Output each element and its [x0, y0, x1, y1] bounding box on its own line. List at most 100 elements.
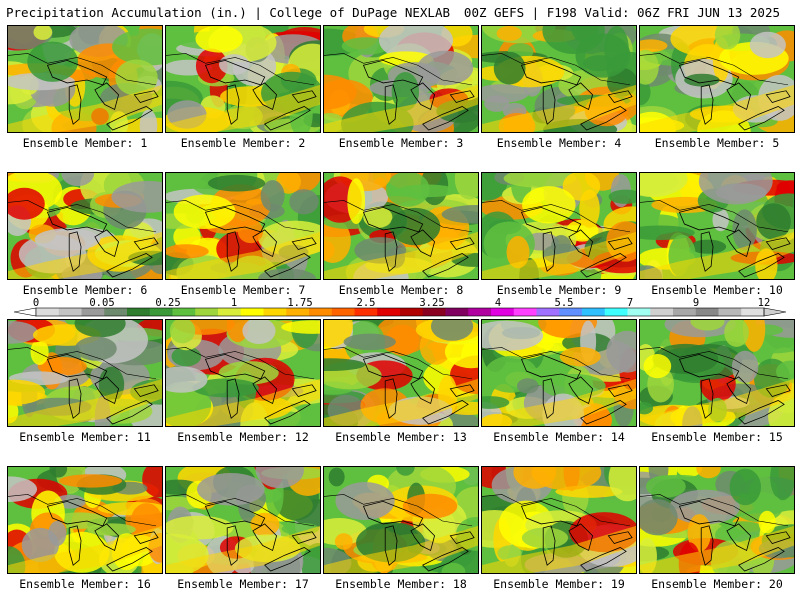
ensemble-member-label: Ensemble Member: 6	[22, 283, 148, 297]
colorbar-swatch	[559, 308, 583, 316]
colorbar-swatch	[36, 308, 60, 316]
precip-map	[481, 172, 637, 280]
precip-map	[165, 25, 321, 133]
model-run-info: 00Z GEFS | F198 Valid: 06Z FRI JUN 13 20…	[463, 5, 780, 20]
colorbar-tick-label: 1.75	[287, 297, 313, 309]
ensemble-member-panel	[639, 319, 795, 427]
ensemble-member-panel	[165, 319, 321, 427]
colorbar-swatch	[309, 308, 333, 316]
colorbar-swatch	[445, 308, 469, 316]
ensemble-member-panel	[7, 466, 163, 574]
ensemble-member-panel	[639, 172, 795, 280]
ensemble-member-label: Ensemble Member: 17	[177, 577, 309, 591]
ensemble-member-panel	[7, 172, 163, 280]
ensemble-member-label: Ensemble Member: 18	[335, 577, 467, 591]
ensemble-member-label: Ensemble Member: 16	[19, 577, 151, 591]
colorbar-tick-label: 3.25	[419, 297, 445, 309]
ensemble-member-panel	[323, 466, 479, 574]
precip-map	[165, 319, 321, 427]
precip-map	[7, 466, 163, 574]
ensemble-member-label: Ensemble Member: 15	[651, 430, 783, 444]
colorbar-swatch	[127, 308, 151, 316]
colorbar-tick-label: 1	[230, 297, 238, 309]
ensemble-member-label: Ensemble Member: 11	[19, 430, 151, 444]
colorbar-swatch	[673, 308, 697, 316]
precip-map	[323, 319, 479, 427]
ensemble-member-label: Ensemble Member: 2	[180, 136, 306, 150]
precip-map	[165, 172, 321, 280]
colorbar-swatch	[422, 308, 446, 316]
ensemble-member-panel	[165, 466, 321, 574]
precip-colorbar	[13, 307, 787, 317]
colorbar-swatch	[491, 308, 515, 316]
ensemble-member-panel	[481, 466, 637, 574]
colorbar-tick-label: 4	[494, 297, 502, 309]
ensemble-member-panel	[481, 319, 637, 427]
colorbar-swatch	[354, 308, 378, 316]
colorbar-tick-label: 0.25	[155, 297, 181, 309]
precip-map	[323, 172, 479, 280]
colorbar-swatch	[695, 308, 719, 316]
precip-map	[7, 25, 163, 133]
precip-map	[7, 172, 163, 280]
ensemble-member-label: Ensemble Member: 20	[651, 577, 783, 591]
ensemble-member-label: Ensemble Member: 8	[338, 283, 464, 297]
colorbar-swatch	[286, 308, 310, 316]
colorbar-tick-label: 0	[32, 297, 40, 309]
colorbar-swatch	[513, 308, 537, 316]
precip-map	[639, 172, 795, 280]
ensemble-member-panel	[323, 319, 479, 427]
ensemble-member-panel	[7, 319, 163, 427]
colorbar-tick-label: 2.5	[356, 297, 376, 309]
map-title: Precipitation Accumulation (in.) | Colle…	[6, 5, 451, 20]
colorbar-swatch	[195, 308, 219, 316]
ensemble-member-label: Ensemble Member: 1	[22, 136, 148, 150]
colorbar-swatch	[400, 308, 424, 316]
colorbar-swatch	[58, 308, 82, 316]
ensemble-member-label: Ensemble Member: 12	[177, 430, 309, 444]
ensemble-member-panel	[7, 25, 163, 133]
precip-map	[639, 319, 795, 427]
ensemble-member-label: Ensemble Member: 3	[338, 136, 464, 150]
ensemble-member-label: Ensemble Member: 10	[651, 283, 783, 297]
colorbar-swatch	[718, 308, 742, 316]
ensemble-member-panel	[165, 25, 321, 133]
ensemble-member-label: Ensemble Member: 14	[493, 430, 625, 444]
colorbar-swatch	[377, 308, 401, 316]
ensemble-member-panel	[323, 25, 479, 133]
precip-map	[165, 466, 321, 574]
colorbar-swatch	[263, 308, 287, 316]
precip-map	[481, 25, 637, 133]
ensemble-member-label: Ensemble Member: 9	[496, 283, 622, 297]
precip-map	[481, 319, 637, 427]
ensemble-member-panel	[481, 25, 637, 133]
precip-map	[639, 466, 795, 574]
colorbar-swatch	[536, 308, 560, 316]
colorbar-tick-label: 12	[757, 297, 771, 309]
colorbar-tick-label: 7	[626, 297, 634, 309]
colorbar-swatch	[468, 308, 492, 316]
colorbar-swatch	[604, 308, 628, 316]
colorbar-swatch	[149, 308, 173, 316]
precip-map	[323, 466, 479, 574]
colorbar-swatch	[218, 308, 242, 316]
precip-map	[481, 466, 637, 574]
ensemble-member-panel	[481, 172, 637, 280]
ensemble-member-panel	[639, 25, 795, 133]
colorbar-swatch	[741, 308, 765, 316]
ensemble-member-panel	[165, 172, 321, 280]
colorbar-swatch	[172, 308, 196, 316]
ensemble-member-panel	[639, 466, 795, 574]
colorbar-tick-label: 9	[692, 297, 700, 309]
ensemble-member-label: Ensemble Member: 13	[335, 430, 467, 444]
colorbar-right-arrow	[763, 307, 787, 317]
colorbar-left-arrow	[13, 307, 37, 317]
ensemble-member-label: Ensemble Member: 19	[493, 577, 625, 591]
colorbar-swatch	[81, 308, 105, 316]
ensemble-member-label: Ensemble Member: 7	[180, 283, 306, 297]
colorbar-swatch	[331, 308, 355, 316]
precip-map	[323, 25, 479, 133]
colorbar-swatch	[627, 308, 651, 316]
ensemble-member-label: Ensemble Member: 5	[654, 136, 780, 150]
colorbar-tick-label: 0.05	[89, 297, 115, 309]
